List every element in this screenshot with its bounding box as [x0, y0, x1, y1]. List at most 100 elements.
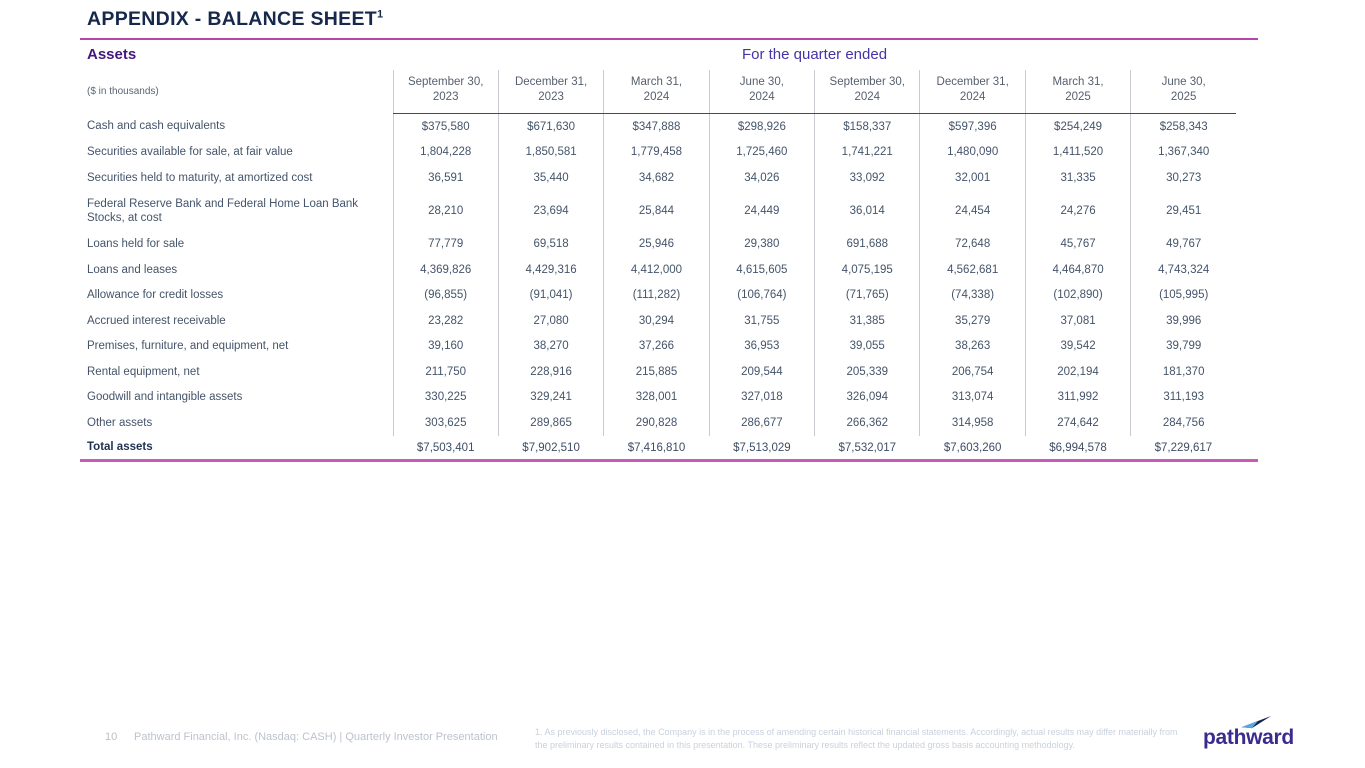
cell-value: 311,992 [1024, 384, 1131, 410]
title-footnote-marker: 1 [376, 8, 384, 21]
cell-value: 49,767 [1130, 231, 1237, 257]
column-header: December 31, 2024 [919, 70, 1026, 114]
cell-value: 4,075,195 [814, 257, 920, 283]
balance-sheet-table-container: ($ in thousands) September 30, 2023 Decem… [80, 70, 1237, 460]
cell-value: 35,279 [919, 308, 1026, 334]
cell-value: (91,041) [497, 282, 604, 308]
cell-value: 4,429,316 [497, 257, 604, 283]
cell-value: 29,380 [708, 231, 815, 257]
cell-value: 314,958 [919, 410, 1026, 436]
page-number: 10 [105, 731, 118, 743]
cell-value: 1,411,520 [1024, 139, 1131, 165]
table-row: Securities available for sale, at fair v… [80, 139, 1237, 165]
page-title-text: APPENDIX - BALANCE SHEET [87, 8, 377, 30]
cell-value: 4,615,605 [708, 257, 815, 283]
cell-value: 33,092 [814, 165, 920, 191]
cell-value: 34,026 [708, 165, 815, 191]
cell-value: 4,412,000 [603, 257, 710, 283]
cell-value: 24,276 [1024, 190, 1131, 232]
table-row: Rental equipment, net 211,750 228,916 215,8… [80, 359, 1237, 385]
cell-value: 24,454 [919, 190, 1026, 232]
row-label: Goodwill and intangible assets [87, 391, 243, 404]
pathward-arrow-icon [1241, 715, 1272, 729]
cell-value: 39,996 [1130, 308, 1237, 334]
cell-value: 327,018 [708, 384, 815, 410]
row-label: Other assets [87, 416, 153, 429]
cell-value: (106,764) [708, 282, 815, 308]
cell-value: 28,210 [392, 190, 499, 232]
column-header: September 30, 2023 [392, 70, 499, 114]
cell-value: 29,451 [1130, 190, 1237, 232]
table-row: Loans held for sale 77,779 69,518 25,946 29,… [80, 231, 1237, 257]
table-row: Allowance for credit losses (96,855) (91,0… [80, 282, 1237, 308]
cell-value: (105,995) [1130, 282, 1237, 308]
cell-value: $158,337 [814, 113, 920, 140]
cell-value: 1,804,228 [392, 139, 499, 165]
table-row: Goodwill and intangible assets 330,225 329… [80, 384, 1237, 410]
balance-sheet-table: ($ in thousands) September 30, 2023 Decem… [80, 70, 1237, 460]
cell-value: $375,580 [392, 113, 499, 140]
table-row: Cash and cash equivalents $375,580 $671,63… [80, 113, 1237, 140]
cell-value: $7,513,029 [733, 441, 791, 454]
cell-value: 4,743,324 [1130, 257, 1237, 283]
cell-value: 329,241 [497, 384, 604, 410]
cell-value: 72,648 [919, 231, 1026, 257]
cell-value: (71,765) [814, 282, 920, 308]
cell-value: 1,480,090 [919, 139, 1026, 165]
cell-value: $7,532,017 [838, 441, 897, 454]
quarter-ended-caption: For the quarter ended [741, 46, 888, 63]
row-label: Cash and cash equivalents [87, 120, 226, 133]
row-label: Securities held to maturity, at amortize… [87, 171, 313, 184]
row-label: Accrued interest receivable [87, 314, 226, 327]
cell-value: 181,370 [1130, 359, 1237, 385]
cell-value: 36,014 [814, 190, 920, 232]
cell-value: 1,367,340 [1130, 139, 1237, 165]
table-row: Premises, furniture, and equipment, net 3… [80, 333, 1237, 359]
cell-value: 303,625 [392, 410, 499, 436]
cell-value: 36,953 [708, 333, 815, 359]
table-header-row: ($ in thousands) September 30, 2023 Decem… [80, 70, 1237, 114]
cell-value: 77,779 [392, 231, 499, 257]
cell-value: 311,193 [1130, 384, 1237, 410]
title-divider-line [80, 38, 1258, 40]
cell-value: 266,362 [814, 410, 920, 436]
table-bottom-divider-line [80, 459, 1258, 462]
cell-value: 1,725,460 [708, 139, 815, 165]
cell-value: 34,682 [603, 165, 710, 191]
cell-value: 30,273 [1130, 165, 1237, 191]
cell-value: 38,270 [497, 333, 604, 359]
cell-value: (102,890) [1024, 282, 1131, 308]
cell-value: 211,750 [392, 359, 499, 385]
table-row: Loans and leases 4,369,826 4,429,316 4,412,… [80, 257, 1237, 283]
cell-value: 31,335 [1024, 165, 1131, 191]
cell-value: 330,225 [392, 384, 499, 410]
column-header: June 30, 2024 [708, 70, 815, 114]
cell-value: $258,343 [1130, 113, 1237, 140]
cell-value: 1,850,581 [497, 139, 604, 165]
cell-value: (111,282) [603, 282, 710, 308]
cell-value: (96,855) [392, 282, 499, 308]
cell-value: $7,603,260 [943, 441, 1002, 454]
cell-value: 39,799 [1130, 333, 1237, 359]
cell-value: 202,194 [1024, 359, 1131, 385]
cell-value: $7,416,810 [627, 441, 686, 454]
cell-value: 39,160 [392, 333, 499, 359]
column-header: December 31, 2023 [497, 70, 604, 114]
cell-value: 289,865 [497, 410, 604, 436]
column-header: June 30, 2025 [1130, 70, 1237, 114]
cell-value: $254,249 [1024, 113, 1131, 140]
row-label: Rental equipment, net [87, 365, 200, 378]
cell-value: 313,074 [919, 384, 1026, 410]
cell-value: 209,544 [708, 359, 815, 385]
table-body: Cash and cash equivalents $375,580 $671,63… [80, 113, 1237, 460]
cell-value: 37,266 [603, 333, 710, 359]
cell-value: 284,756 [1130, 410, 1237, 436]
cell-value: 31,755 [708, 308, 815, 334]
table-row: Federal Reserve Bank and Federal Home Lo… [80, 190, 1237, 232]
cell-value: $6,994,578 [1049, 441, 1107, 454]
row-label: Loans and leases [87, 263, 178, 276]
cell-value: 328,001 [603, 384, 710, 410]
cell-value: 4,562,681 [919, 257, 1026, 283]
total-row: Total assets $7,503,401 $7,902,510 $7,416,8… [80, 436, 1236, 460]
